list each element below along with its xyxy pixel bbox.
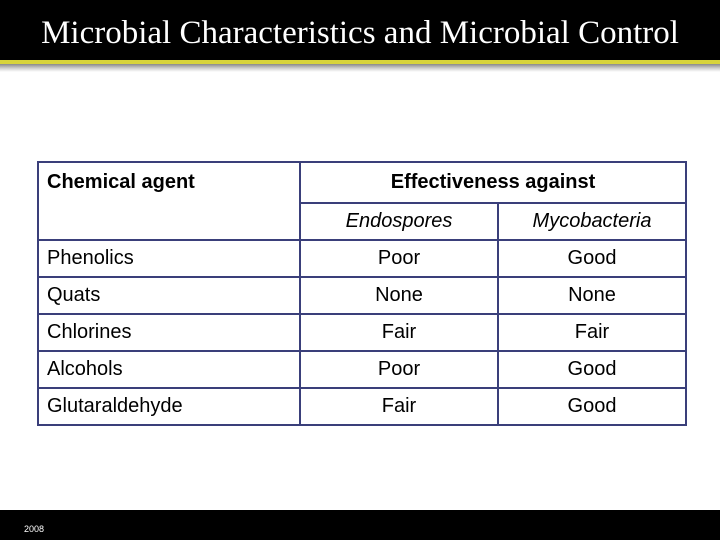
endospores-cell: Poor xyxy=(299,350,499,389)
title-accent-rule xyxy=(0,60,720,64)
agent-cell: Glutaraldehyde xyxy=(37,387,301,426)
table-row: Alcohols Poor Good xyxy=(37,350,687,389)
title-bar: Microbial Characteristics and Microbial … xyxy=(0,0,720,60)
mycobacteria-cell: None xyxy=(497,276,687,315)
agent-cell: Phenolics xyxy=(37,239,301,278)
table-row: Glutaraldehyde Fair Good xyxy=(37,387,687,426)
table-header-row: Chemical agent Effectiveness against xyxy=(37,161,687,241)
header-chemical-agent: Chemical agent xyxy=(37,161,301,241)
mycobacteria-cell: Good xyxy=(497,239,687,278)
chemical-agents-table: Chemical agent Effectiveness against End… xyxy=(37,161,687,426)
title-shadow xyxy=(0,64,720,72)
mycobacteria-cell: Good xyxy=(497,350,687,389)
footer-year: 2008 xyxy=(24,524,45,534)
header-effectiveness-label: Effectiveness against xyxy=(390,171,596,193)
agent-cell: Quats xyxy=(37,276,301,315)
mycobacteria-cell: Fair xyxy=(497,313,687,352)
subheader-mycobacteria: Mycobacteria xyxy=(497,202,687,241)
table-row: Quats None None xyxy=(37,276,687,315)
table-row: Chlorines Fair Fair xyxy=(37,313,687,352)
endospores-cell: None xyxy=(299,276,499,315)
header-effectiveness: Effectiveness against xyxy=(299,161,687,204)
agent-cell: Alcohols xyxy=(37,350,301,389)
subheader-endospores: Endospores xyxy=(299,202,499,241)
header-chemical-agent-label: Chemical agent xyxy=(47,171,195,193)
footer-bar: 2008 xyxy=(0,510,720,540)
slide-title: Microbial Characteristics and Microbial … xyxy=(41,15,679,51)
endospores-cell: Fair xyxy=(299,387,499,426)
agent-cell: Chlorines xyxy=(37,313,301,352)
endospores-cell: Fair xyxy=(299,313,499,352)
table-row: Phenolics Poor Good xyxy=(37,239,687,278)
mycobacteria-cell: Good xyxy=(497,387,687,426)
table-subheader-row: Endospores Mycobacteria xyxy=(38,202,687,241)
endospores-cell: Poor xyxy=(299,239,499,278)
